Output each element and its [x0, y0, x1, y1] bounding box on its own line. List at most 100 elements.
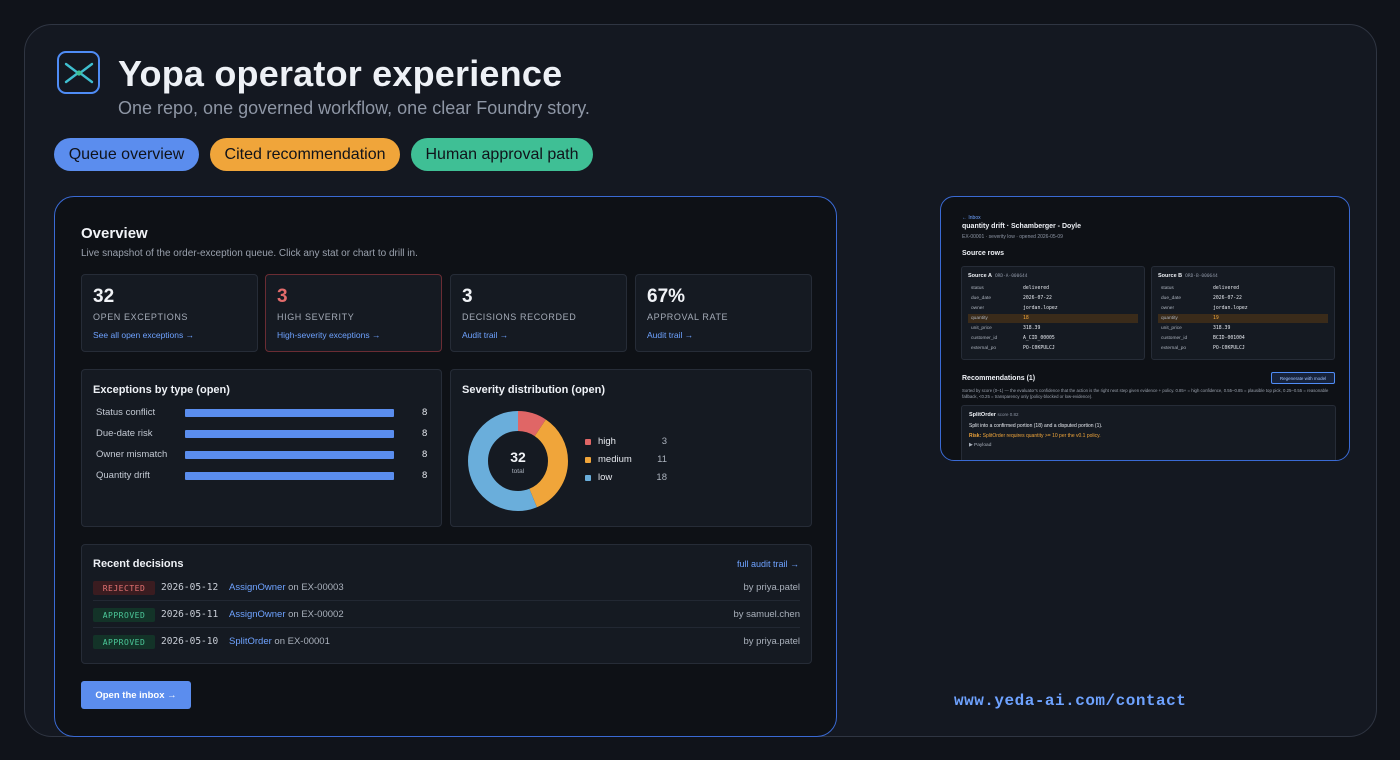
stat-open-exceptions[interactable]: 32 OPEN EXCEPTIONS See all open exceptio…: [81, 274, 258, 352]
decision-date: 2026-05-12: [161, 582, 219, 593]
source-field-row: unit_price 318.39: [1158, 324, 1328, 333]
legend-swatch: [585, 457, 591, 463]
decision-target: on EX-00001: [274, 636, 330, 647]
section-title: Exceptions by type (open): [93, 384, 230, 396]
decision-row[interactable]: APPROVED 2026-05-10 SplitOrder on EX-000…: [93, 629, 800, 655]
bar-label: Due-date risk: [96, 428, 153, 439]
source-a-label: Source A: [968, 273, 992, 279]
rec-name: SplitOrder: [969, 412, 996, 418]
field-key: due_date: [971, 296, 992, 301]
stat-link[interactable]: Audit trail →: [647, 330, 694, 340]
full-audit-trail-link[interactable]: full audit trail →: [736, 559, 799, 569]
stat-link[interactable]: See all open exceptions →: [93, 330, 195, 340]
bar-row-owner-mismatch[interactable]: Owner mismatch 8: [96, 448, 436, 462]
legend-medium[interactable]: medium 11: [585, 454, 675, 466]
severity-donut-chart[interactable]: 32 total: [467, 410, 569, 512]
field-key: due_date: [1161, 296, 1182, 301]
overview-panel: Overview Live snapshot of the order-exce…: [54, 196, 837, 737]
stat-decisions-recorded[interactable]: 3 DECISIONS RECORDED Audit trail →: [450, 274, 627, 352]
field-key: quantity: [1161, 316, 1178, 321]
source-field-row: external_po PO-C0KPULCJ: [1158, 344, 1328, 353]
source-b-title: Source B ORD-B-000644: [1158, 273, 1218, 279]
overview-subtitle: Live snapshot of the order-exception que…: [81, 248, 418, 259]
donut-total-label: total: [512, 468, 525, 475]
severity-distribution-card[interactable]: Severity distribution (open) 32 total hi…: [450, 369, 812, 527]
donut-segment-low[interactable]: [468, 411, 568, 511]
payload-toggle[interactable]: ▶ Payload: [969, 443, 992, 448]
decision-date: 2026-05-10: [161, 636, 219, 647]
bar-row-due-date-risk[interactable]: Due-date risk 8: [96, 427, 436, 441]
pill-queue-overview[interactable]: Queue overview: [54, 138, 199, 171]
logo-icon: [64, 62, 93, 83]
rec-risk: Risk: SplitOrder requires quantity >= 10…: [969, 433, 1101, 439]
source-field-row-highlighted: quantity 19: [1158, 314, 1328, 323]
bar-row-quantity-drift[interactable]: Quantity drift 8: [96, 469, 436, 483]
bar-row-status-conflict[interactable]: Status conflict 8: [96, 406, 436, 420]
decision-action: AssignOwner on EX-00002: [229, 609, 344, 620]
hero-title: Yopa operator experience: [118, 53, 563, 94]
stat-approval-rate[interactable]: 67% APPROVAL RATE Audit trail →: [635, 274, 812, 352]
field-value: 318.39: [1213, 326, 1231, 331]
legend-swatch: [585, 439, 591, 445]
rec-action-name: SplitOrder score 0.82: [969, 412, 1018, 418]
back-to-inbox-link[interactable]: ← Inbox: [962, 215, 981, 221]
section-title: Severity distribution (open): [462, 384, 606, 396]
legend-high[interactable]: high 3: [585, 436, 675, 448]
decision-target: on EX-00002: [288, 609, 344, 620]
legend-name: medium: [598, 454, 632, 465]
recommendation-card[interactable]: SplitOrder score 0.82 Split into a confi…: [961, 405, 1336, 460]
stat-label: APPROVAL RATE: [647, 312, 729, 322]
field-key: customer_id: [971, 336, 998, 341]
source-b-card: Source B ORD-B-000644 status delivered due…: [1151, 266, 1335, 360]
stat-link[interactable]: High-severity exceptions →: [277, 330, 381, 340]
donut-segment-medium[interactable]: [468, 411, 568, 511]
field-value: delivered: [1213, 286, 1239, 291]
source-a-title: Source A ORD-A-000644: [968, 273, 1027, 279]
field-value: jordan.lopez: [1213, 306, 1248, 311]
status-badge: REJECTED: [93, 581, 155, 595]
field-key: owner: [1161, 306, 1175, 311]
regenerate-with-model-button[interactable]: Regenerate with model: [1271, 372, 1335, 384]
field-value: 318.39: [1023, 326, 1041, 331]
source-field-row: owner jordan.lopez: [1158, 304, 1328, 313]
field-key: customer_id: [1161, 336, 1188, 341]
bar-label: Owner mismatch: [96, 449, 168, 460]
stat-label: DECISIONS RECORDED: [462, 312, 577, 322]
bar: [185, 409, 394, 417]
decision-user: by samuel.chen: [733, 609, 800, 620]
rec-risk-label: Risk:: [969, 433, 982, 439]
stat-value: 67%: [647, 286, 686, 307]
field-value: A_CID_00005: [1023, 336, 1055, 341]
exceptions-by-type-card[interactable]: Exceptions by type (open) Status conflic…: [81, 369, 442, 527]
pill-human-approval-path[interactable]: Human approval path: [411, 138, 593, 171]
legend-low[interactable]: low 18: [585, 472, 675, 484]
decision-action-link[interactable]: AssignOwner: [229, 609, 286, 620]
legend-swatch: [585, 475, 591, 481]
decision-action-link[interactable]: SplitOrder: [229, 636, 272, 647]
source-rows-title: Source rows: [962, 250, 1005, 257]
stat-link[interactable]: Audit trail →: [462, 330, 509, 340]
decision-user: by priya.patel: [743, 582, 800, 593]
pill-cited-recommendation[interactable]: Cited recommendation: [210, 138, 400, 171]
source-field-row-highlighted: quantity 18: [968, 314, 1138, 323]
decision-action-link[interactable]: AssignOwner: [229, 582, 286, 593]
source-field-row: external_po PO-C0KPULCJ: [968, 344, 1138, 353]
legend-value: 3: [661, 436, 667, 447]
field-key: external_po: [971, 346, 997, 351]
decision-row[interactable]: REJECTED 2026-05-12 AssignOwner on EX-00…: [93, 575, 800, 601]
stat-high-severity[interactable]: 3 HIGH SEVERITY High-severity exceptions…: [265, 274, 442, 352]
field-value: 19: [1213, 316, 1219, 321]
stat-value: 3: [462, 286, 473, 307]
source-b-label: Source B: [1158, 273, 1183, 279]
legend-name: low: [598, 472, 613, 483]
open-inbox-button[interactable]: Open the inbox →: [81, 681, 191, 709]
source-a-id: ORD-A-000644: [994, 274, 1028, 279]
source-field-row: customer_id A_CID_00005: [968, 334, 1138, 343]
field-key: quantity: [971, 316, 988, 321]
source-field-row: unit_price 318.39: [968, 324, 1138, 333]
recommendations-title: Recommendations (1): [962, 375, 1036, 382]
stat-value: 3: [277, 286, 288, 307]
decision-row[interactable]: APPROVED 2026-05-11 AssignOwner on EX-00…: [93, 602, 800, 628]
source-field-row: due_date 2026-07-22: [968, 294, 1138, 303]
footer-contact-url[interactable]: www.yeda-ai.com/contact: [954, 692, 1187, 710]
